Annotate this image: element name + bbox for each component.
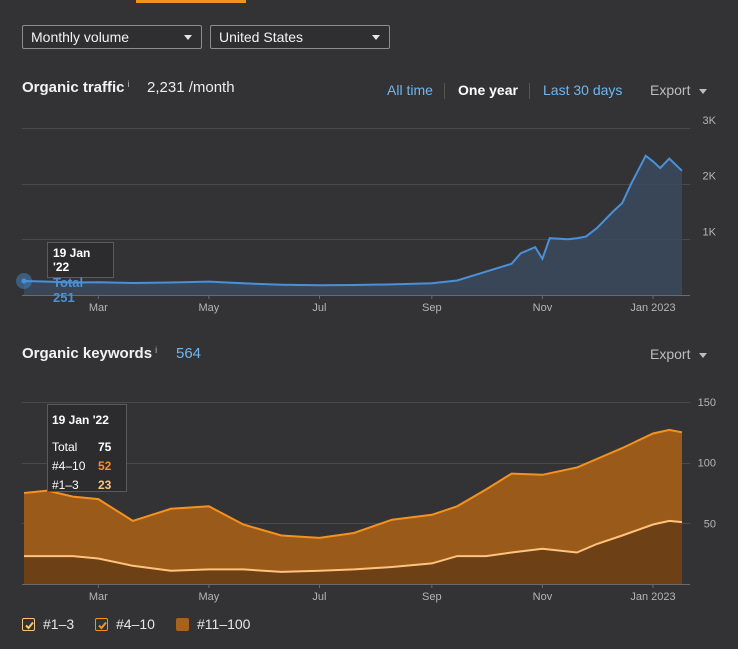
- checkbox-icon[interactable]: [22, 617, 35, 631]
- y-tick-label: 1K: [703, 226, 717, 238]
- hover-point-core: [21, 278, 27, 284]
- y-tick-label: 100: [698, 458, 716, 470]
- organic-traffic-value: 2,231 /month: [147, 79, 235, 96]
- y-tick-label: 50: [704, 518, 716, 530]
- x-tick-label: Jan 2023: [630, 591, 675, 603]
- x-tick-label: Jul: [312, 302, 326, 314]
- tooltip-row-label: Total: [52, 440, 78, 454]
- chevron-down-icon: [699, 88, 708, 94]
- tooltip-row-label: #1–3: [52, 478, 79, 492]
- chevron-down-icon: [372, 35, 380, 40]
- y-tick-label: 2K: [703, 171, 717, 183]
- organic-keywords-chart[interactable]: 50 100 150 Mar May Jul Sep Nov Jan 2023: [0, 380, 738, 605]
- x-tick-label: May: [199, 591, 220, 603]
- organic-keywords-title: Organic keywords i: [22, 345, 157, 362]
- x-tick-label: Mar: [89, 302, 108, 314]
- legend-label: #11–100: [197, 616, 251, 632]
- keywords-tooltip: 19 Jan '22 Total 75 #4–10 52 #1–3 23: [47, 404, 127, 492]
- info-icon[interactable]: i: [127, 79, 130, 89]
- legend-label: #4–10: [116, 616, 155, 632]
- series-1-3-line: [24, 519, 683, 573]
- organic-traffic-chart[interactable]: 1K 2K 3K Mar May Jul Sep Nov Jan 2023: [0, 110, 738, 320]
- active-tab-indicator: [136, 0, 246, 3]
- y-tick-label: 3K: [703, 115, 717, 127]
- organic-keywords-label: Organic keywords: [22, 345, 153, 362]
- x-tick-label: Nov: [533, 302, 553, 314]
- x-tick-label: Mar: [89, 591, 108, 603]
- info-icon[interactable]: i: [155, 345, 158, 355]
- tooltip-row-1-3: #1–3 23: [52, 476, 122, 495]
- tooltip-row-total: Total 75: [52, 438, 122, 457]
- legend-item-4-10[interactable]: #4–10: [95, 616, 155, 632]
- range-divider: [444, 83, 445, 99]
- country-dropdown[interactable]: United States: [210, 25, 390, 49]
- tooltip-total: Total 251: [53, 275, 108, 305]
- chevron-down-icon: [699, 352, 708, 358]
- series-4-10-line: [23, 428, 683, 539]
- range-last-30-days[interactable]: Last 30 days: [543, 82, 623, 98]
- tooltip-row-label: #4–10: [52, 459, 86, 473]
- tooltip-row-value: 23: [98, 478, 112, 492]
- series-4-10-area: [24, 429, 682, 584]
- x-tick-label: Nov: [533, 591, 553, 603]
- tooltip-row-4-10: #4–10 52: [52, 457, 122, 476]
- checkbox-icon[interactable]: [176, 617, 189, 631]
- traffic-export-button[interactable]: Export: [650, 82, 708, 98]
- y-tick-label: 150: [698, 397, 716, 409]
- legend-label: #1–3: [43, 616, 75, 632]
- x-tick-label: Jul: [312, 591, 326, 603]
- range-all-time[interactable]: All time: [387, 82, 433, 98]
- export-label: Export: [650, 346, 691, 362]
- tooltip-date: 19 Jan '22: [53, 246, 91, 274]
- organic-traffic-label: Organic traffic: [22, 79, 125, 96]
- traffic-line: [23, 154, 683, 287]
- x-tick-label: Jan 2023: [630, 302, 675, 314]
- keywords-export-button[interactable]: Export: [650, 346, 708, 362]
- tooltip-row-value: 52: [98, 459, 112, 473]
- traffic-area: [24, 155, 682, 295]
- organic-keywords-value[interactable]: 564: [176, 345, 202, 362]
- legend-item-1-3[interactable]: #1–3: [22, 616, 74, 632]
- chevron-down-icon: [184, 35, 192, 40]
- tooltip-date: 19 Jan '22: [52, 413, 109, 427]
- x-tick-label: May: [199, 302, 220, 314]
- tooltip-total-label: Total: [53, 275, 84, 290]
- export-label: Export: [650, 82, 691, 98]
- tooltip-total-value: 251: [53, 290, 75, 305]
- range-divider: [529, 83, 530, 99]
- organic-traffic-title: Organic traffic i: [22, 79, 130, 96]
- tooltip-row-value: 75: [98, 440, 112, 454]
- traffic-tooltip: 19 Jan '22 Total 251: [47, 242, 114, 305]
- country-value: United States: [219, 29, 304, 45]
- checkbox-icon[interactable]: [95, 617, 108, 631]
- volume-mode-value: Monthly volume: [31, 29, 130, 45]
- legend-item-11-100[interactable]: #11–100: [176, 616, 250, 632]
- series-1-3-area: [24, 520, 682, 584]
- x-tick-label: Sep: [422, 591, 442, 603]
- x-tick-label: Sep: [422, 302, 442, 314]
- volume-mode-dropdown[interactable]: Monthly volume: [22, 25, 202, 49]
- range-one-year[interactable]: One year: [458, 82, 518, 98]
